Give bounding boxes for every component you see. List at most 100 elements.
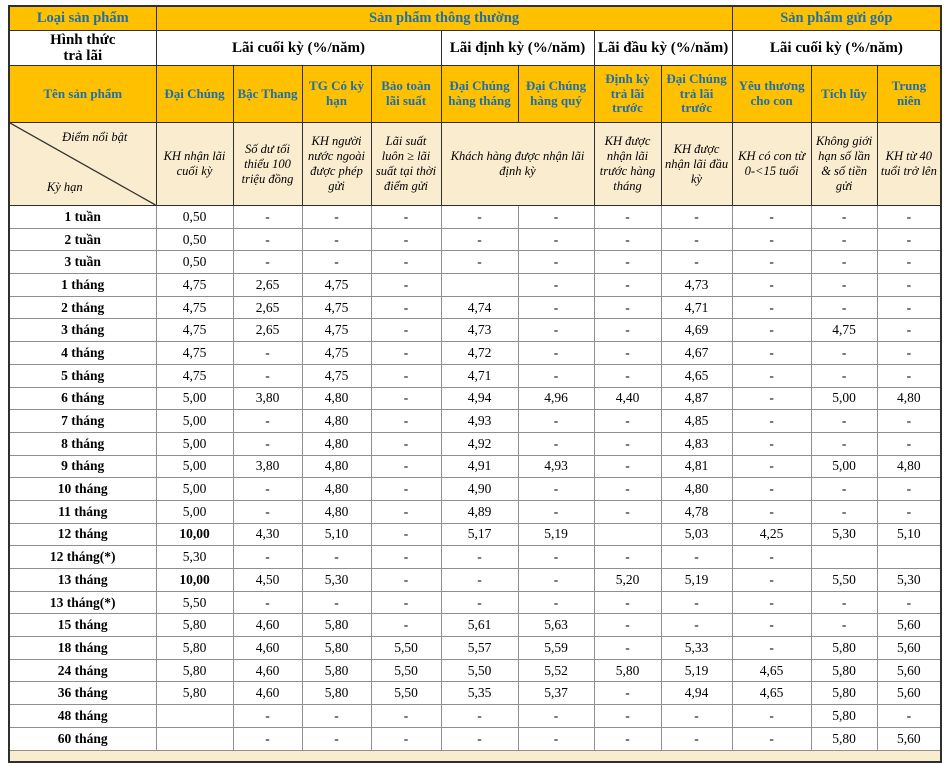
rate-cell: - bbox=[810, 431, 878, 456]
rate-cell: 5,80 bbox=[301, 658, 372, 683]
rate-cell: - bbox=[731, 318, 812, 343]
rate-cell: 4,92 bbox=[440, 431, 519, 456]
table-row: 7 tháng 5,00-4,80-4,93- -4,85- - - bbox=[8, 409, 942, 433]
rate-cell: - bbox=[232, 341, 303, 365]
rate-cell: - bbox=[660, 613, 733, 638]
rate-cell: 5,80 bbox=[593, 658, 662, 683]
rate-cell: - bbox=[370, 590, 442, 615]
rate-cell: 4,80 bbox=[876, 454, 942, 479]
rate-cell: - bbox=[370, 250, 442, 275]
rate-cell: 4,71 bbox=[440, 363, 519, 388]
rate-cell: 5,30 bbox=[301, 568, 372, 592]
rate-cell: 2,65 bbox=[232, 273, 303, 297]
rate-cell: 0,50 bbox=[155, 205, 234, 229]
term-cell: 11 tháng bbox=[8, 499, 157, 524]
rate-cell: 4,75 bbox=[301, 341, 372, 365]
rate-cell: 4,75 bbox=[301, 295, 372, 320]
rate-cell: - bbox=[731, 363, 812, 388]
rate-cell: - bbox=[876, 273, 942, 297]
rate-cell: - bbox=[517, 295, 595, 320]
term-cell: 9 tháng bbox=[8, 454, 157, 479]
rate-cell: 4,60 bbox=[232, 613, 303, 638]
rate-cell: 4,72 bbox=[440, 341, 519, 365]
table-row: 1 tháng 4,75 2,65 4,75- - -4,73- - - bbox=[8, 273, 942, 297]
rate-cell: 5,61 bbox=[440, 613, 519, 638]
rate-cell: 5,80 bbox=[155, 613, 234, 638]
rate-cell: 5,00 bbox=[155, 386, 234, 411]
rate-cell: - bbox=[593, 613, 662, 638]
rate-cell: - bbox=[232, 250, 303, 275]
rate-cell: 5,50 bbox=[155, 590, 234, 615]
rate-cell: - bbox=[370, 454, 442, 479]
rate-cell: - bbox=[593, 499, 662, 524]
rate-cell: - bbox=[301, 590, 372, 615]
rate-cell: - bbox=[660, 227, 733, 252]
rate-cell: - bbox=[301, 205, 372, 229]
rate-cell: 4,80 bbox=[660, 477, 733, 501]
rate-cell: 4,65 bbox=[731, 681, 812, 706]
table-row: 24 tháng 5,80 4,60 5,80 5,50 5,50 5,52 5,80 5,19… bbox=[8, 658, 942, 683]
rate-cell: - bbox=[660, 250, 733, 275]
rate-cell: - bbox=[660, 205, 733, 229]
col-header-dai-chung-hang-quy: Đại Chúng hàng quý bbox=[517, 65, 595, 123]
rate-cell: - bbox=[731, 499, 812, 524]
rate-cell: 4,74 bbox=[440, 295, 519, 320]
rate-cell: - bbox=[731, 704, 812, 728]
rate-cell: - bbox=[517, 205, 595, 229]
rate-cell: 4,81 bbox=[660, 454, 733, 479]
table-row: 9 tháng 5,00 3,80 4,80-4,91 4,93-4,81-5,00 4,… bbox=[8, 454, 942, 479]
table-row: 2 tháng 4,75 2,65 4,75-4,74- -4,71- - - bbox=[8, 295, 942, 320]
rate-cell: 4,75 bbox=[301, 318, 372, 343]
rate-cell: - bbox=[370, 386, 442, 411]
rate-cell: 5,10 bbox=[876, 522, 942, 547]
rate-cell: 4,85 bbox=[660, 409, 733, 433]
rate-cell: - bbox=[370, 431, 442, 456]
rate-cell: 5,60 bbox=[876, 681, 942, 706]
diagonal-header-cell: Điểm nổi bật Kỳ hạn bbox=[8, 122, 157, 206]
rate-cell: 5,00 bbox=[155, 431, 234, 456]
rate-cell: - bbox=[232, 227, 303, 252]
rate-cell: 5,80 bbox=[810, 636, 878, 660]
rate-cell: - bbox=[810, 205, 878, 229]
rate-cell: - bbox=[876, 318, 942, 343]
col-header-tg-co-ky-han: TG Có kỳ hạn bbox=[301, 65, 372, 123]
rate-cell: 5,03 bbox=[660, 522, 733, 547]
rate-cell bbox=[440, 273, 519, 297]
rate-cell: - bbox=[731, 454, 812, 479]
rate-cell: - bbox=[517, 273, 595, 297]
rate-cell: - bbox=[440, 726, 519, 751]
highlight-cell: KH người nước ngoài được phép gửi bbox=[301, 122, 372, 206]
interest-rate-table: Loại sản phẩm Sản phẩm thông thường Sản … bbox=[8, 5, 943, 763]
rate-cell: - bbox=[810, 590, 878, 615]
rate-cell: - bbox=[517, 568, 595, 592]
rate-cell: - bbox=[731, 205, 812, 229]
rate-cell: - bbox=[810, 363, 878, 388]
rate-cell: - bbox=[593, 227, 662, 252]
table-row: 60 tháng - - - - - - - -5,80 5,60 bbox=[8, 726, 942, 751]
highlight-cell: KH nhận lãi cuối kỳ bbox=[155, 122, 234, 206]
rate-cell: - bbox=[731, 341, 812, 365]
rate-cell: - bbox=[440, 590, 519, 615]
rate-cell: - bbox=[593, 545, 662, 569]
rate-cell: 5,80 bbox=[155, 658, 234, 683]
col-header-dinh-ky-tra-lai-truoc: Định kỳ trả lãi trước bbox=[593, 65, 662, 123]
rate-cell: - bbox=[232, 726, 303, 751]
rate-cell: 5,80 bbox=[810, 681, 878, 706]
rate-cell: - bbox=[370, 273, 442, 297]
rate-cell: 5,30 bbox=[876, 568, 942, 592]
term-cell: 4 tháng bbox=[8, 341, 157, 365]
term-cell: 12 tháng bbox=[8, 522, 157, 547]
header-product-name: Tên sản phẩm bbox=[8, 65, 157, 123]
rate-cell: - bbox=[301, 545, 372, 569]
rate-cell: - bbox=[810, 477, 878, 501]
table-row: 12 tháng(*) 5,30- - - - - - - - bbox=[8, 545, 942, 569]
rate-cell: 4,25 bbox=[731, 522, 812, 547]
rate-cell: - bbox=[731, 726, 812, 751]
rate-cell: - bbox=[370, 341, 442, 365]
col-header-dai-chung-hang-thang: Đại Chúng hàng tháng bbox=[440, 65, 519, 123]
rate-cell: - bbox=[731, 409, 812, 433]
rate-cell: 3,80 bbox=[232, 454, 303, 479]
term-cell: 3 tháng bbox=[8, 318, 157, 343]
rate-cell: 4,50 bbox=[232, 568, 303, 592]
